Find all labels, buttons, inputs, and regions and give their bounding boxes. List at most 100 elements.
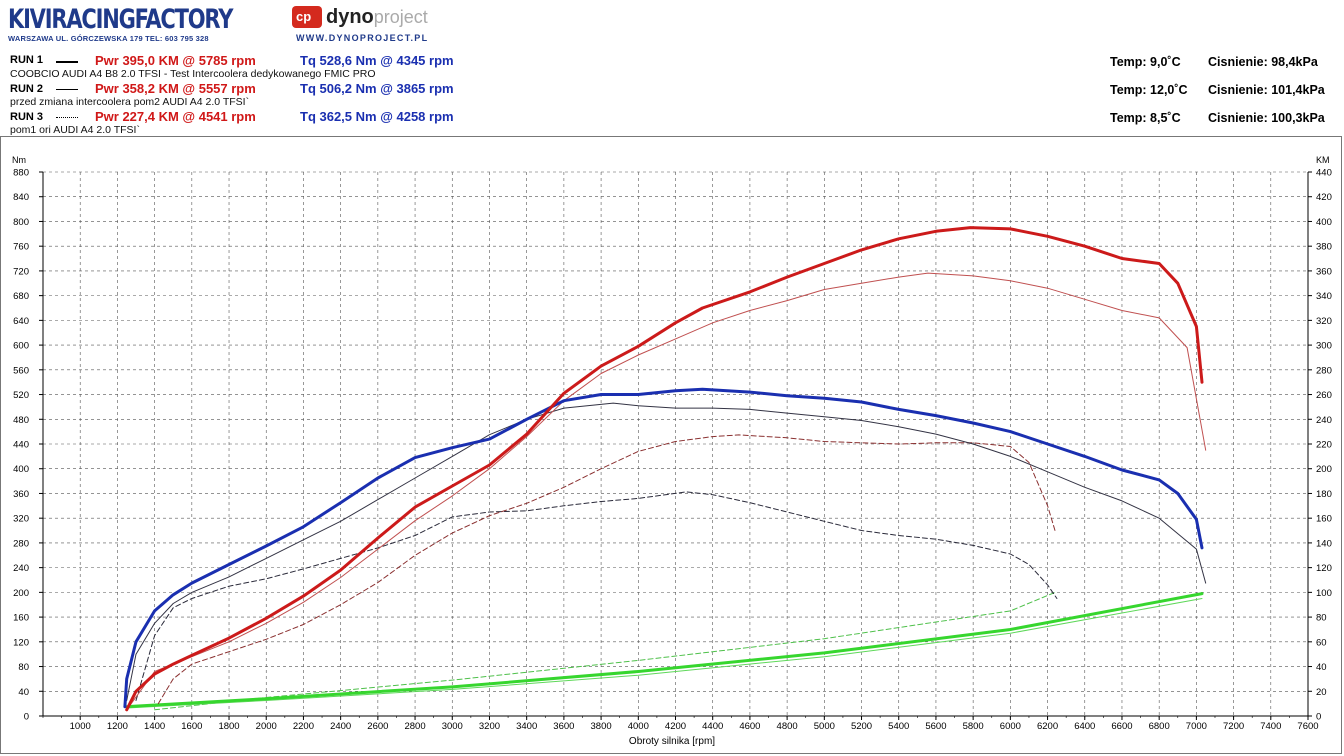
run-pressure-2: Cisnienie: 101,4kPa [1208,83,1325,97]
x-tick-label: 6400 [1074,721,1095,732]
x-tick-label: 1600 [181,721,202,732]
y-right-tick-label: 80 [1316,613,1327,624]
x-tick-label: 3400 [516,721,537,732]
logo-dyno-word: dyno [326,6,374,28]
y-right-tick-label: 120 [1316,563,1332,574]
y-right-tick-label: 20 [1316,687,1327,698]
y-right-tick-label: 400 [1316,217,1332,228]
logo-dynoproject-url: WWW.DYNOPROJECT.PL [296,33,429,43]
y-right-tick-label: 420 [1316,192,1332,203]
y-left-tick-label: 40 [18,687,29,698]
chart-panel [0,136,1342,754]
y-left-tick-label: 800 [13,217,29,228]
run-tq-2: Tq 506,2 Nm @ 3865 rpm [300,81,454,96]
series-line-run-2-pwr [126,272,1207,711]
y-left-tick-label: 760 [13,242,29,253]
x-tick-label: 7200 [1223,721,1244,732]
y-axis-label-right: KM [1316,155,1330,165]
x-tick-label: 1800 [218,721,239,732]
logo-kiviracing-text: KIVIRACINGFACTORY [8,4,233,34]
run-pwr-1: Pwr 395,0 KM @ 5785 rpm [95,53,256,68]
y-right-tick-label: 0 [1316,712,1321,723]
x-tick-label: 1200 [107,721,128,732]
x-tick-label: 4600 [739,721,760,732]
y-left-tick-label: 120 [13,637,29,648]
x-tick-label: 5400 [888,721,909,732]
x-tick-label: 2400 [330,721,351,732]
run-label-2: RUN 2 [10,83,44,95]
y-axis-label-left: Nm [12,155,26,165]
logo-dynoproject-text: dynoproject [326,6,428,29]
y-right-tick-label: 340 [1316,291,1332,302]
x-tick-label: 4800 [777,721,798,732]
series-line-run-3-pwr [157,434,1056,705]
x-tick-label: 2800 [404,721,425,732]
x-tick-label: 5800 [963,721,984,732]
series-line-run-2-tq [126,402,1207,701]
x-tick-label: 5000 [814,721,835,732]
y-right-tick-label: 360 [1316,266,1332,277]
logo-project-word: project [373,7,428,27]
y-left-tick-label: 0 [24,712,29,723]
x-tick-label: 7600 [1297,721,1318,732]
logo-kiviracing-address: WARSZAWA UL. GÓRCZEWSKA 179 TEL: 603 795… [8,34,209,43]
x-tick-label: 1400 [144,721,165,732]
run-pwr-2: Pwr 358,2 KM @ 5557 rpm [95,81,256,96]
y-right-tick-label: 180 [1316,489,1332,500]
x-tick-label: 6200 [1037,721,1058,732]
y-left-tick-label: 280 [13,538,29,549]
y-left-tick-label: 440 [13,440,29,451]
x-axis-label: Obroty silnika [rpm] [629,736,715,747]
y-left-tick-label: 80 [18,662,29,673]
series-line-run-1-pwr [125,226,1204,712]
logo-badge-text: cp [296,9,312,24]
y-left-tick-label: 600 [13,341,29,352]
x-tick-label: 5600 [925,721,946,732]
x-tick-label: 6600 [1111,721,1132,732]
chart-grid [43,171,1309,717]
x-tick-label: 6000 [1000,721,1021,732]
run-temp-2: Temp: 12,0˚C [1110,83,1188,97]
run-label-1: RUN 1 [10,54,44,66]
y-right-tick-label: 240 [1316,415,1332,426]
series-line-strata-2 [126,598,1203,709]
y-left-tick-label: 520 [13,390,29,401]
y-left-tick-label: 640 [13,316,29,327]
y-right-tick-label: 200 [1316,464,1332,475]
y-right-tick-label: 140 [1316,538,1332,549]
y-right-tick-label: 160 [1316,514,1332,525]
run-desc-1: COOBCIO AUDI A4 B8 2.0 TFSI - Test Inter… [10,68,376,80]
run-line-sample-1 [56,61,78,63]
x-tick-label: 6800 [1149,721,1170,732]
chart-axes: 1000 1200 1400 1600 1800 2000 2200 2400 2600 2800… [13,168,1332,733]
x-tick-label: 4000 [628,721,649,732]
y-left-tick-label: 400 [13,464,29,475]
y-right-tick-label: 300 [1316,341,1332,352]
run-temp-1: Temp: 9,0˚C [1110,55,1181,69]
y-left-tick-label: 200 [13,588,29,599]
x-tick-label: 7000 [1186,721,1207,732]
run-label-3: RUN 3 [10,111,44,123]
y-right-tick-label: 60 [1316,637,1327,648]
y-left-tick-label: 360 [13,489,29,500]
run-line-sample-2 [56,89,78,90]
y-right-tick-label: 100 [1316,588,1332,599]
y-left-tick-label: 680 [13,291,29,302]
y-left-tick-label: 840 [13,192,29,203]
y-left-tick-label: 160 [13,613,29,624]
y-right-tick-label: 320 [1316,316,1332,327]
y-right-tick-label: 440 [1316,168,1332,179]
y-left-tick-label: 320 [13,514,29,525]
x-tick-label: 2200 [293,721,314,732]
run-pwr-3: Pwr 227,4 KM @ 4541 rpm [95,109,256,124]
run-desc-2: przed zmiana intercoolera pom2 AUDI A4 2… [10,96,250,108]
y-right-tick-label: 380 [1316,242,1332,253]
series-line-run-1-tq [123,387,1204,709]
chart-lines [123,226,1207,712]
x-tick-label: 1000 [70,721,91,732]
y-left-tick-label: 480 [13,415,29,426]
x-tick-label: 3000 [442,721,463,732]
y-right-tick-label: 280 [1316,365,1332,376]
run-desc-3: pom1 ori AUDI A4 2.0 TFSI` [10,124,140,136]
